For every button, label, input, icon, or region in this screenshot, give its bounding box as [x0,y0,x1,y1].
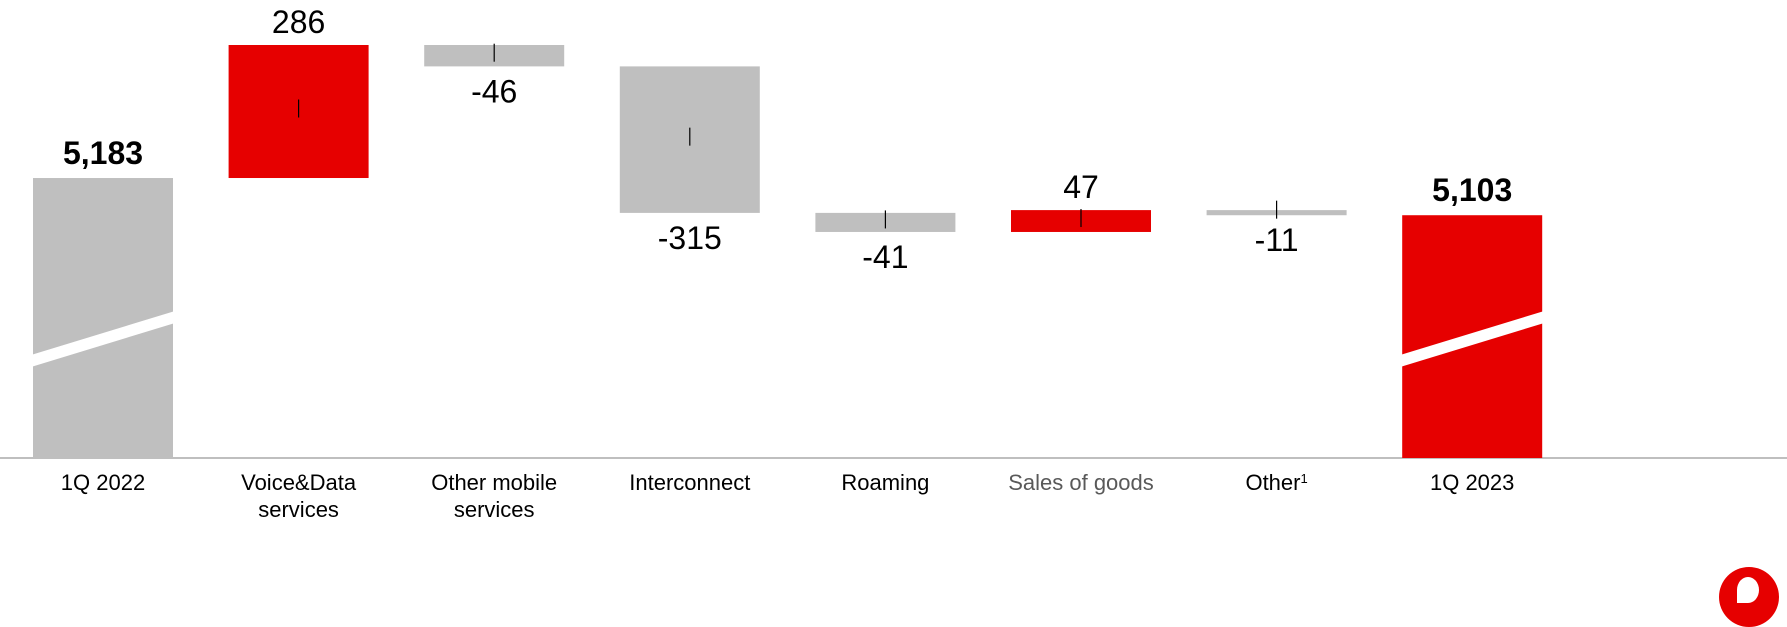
category-label: Interconnect [629,470,750,495]
data-label: 286 [272,4,325,40]
data-label: -11 [1255,222,1299,258]
total-bar [33,178,173,459]
data-label: -46 [471,73,517,109]
speechmark-icon [1737,577,1759,603]
category-label: Sales of goods [1008,470,1154,495]
category-label: Other1 [1245,470,1307,495]
data-label: -315 [658,220,722,256]
data-label: 5,103 [1432,172,1512,208]
category-label: 1Q 2022 [61,470,145,495]
category-label: Other mobile services [431,470,557,522]
waterfall-chart: 5,183 1Q 2022 286 Voice&Data services -46 Othe… [0,4,1787,522]
category-label: Roaming [841,470,929,495]
axis-break-stripe [1400,311,1545,367]
vodafone-logo-icon [1719,567,1779,627]
data-label: 5,183 [63,135,143,171]
category-label: 1Q 2023 [1430,470,1514,495]
category-label: Voice&Data services [241,470,357,522]
data-label: 47 [1063,169,1099,205]
data-label: -41 [862,239,908,275]
axis-break-stripe [31,311,175,367]
